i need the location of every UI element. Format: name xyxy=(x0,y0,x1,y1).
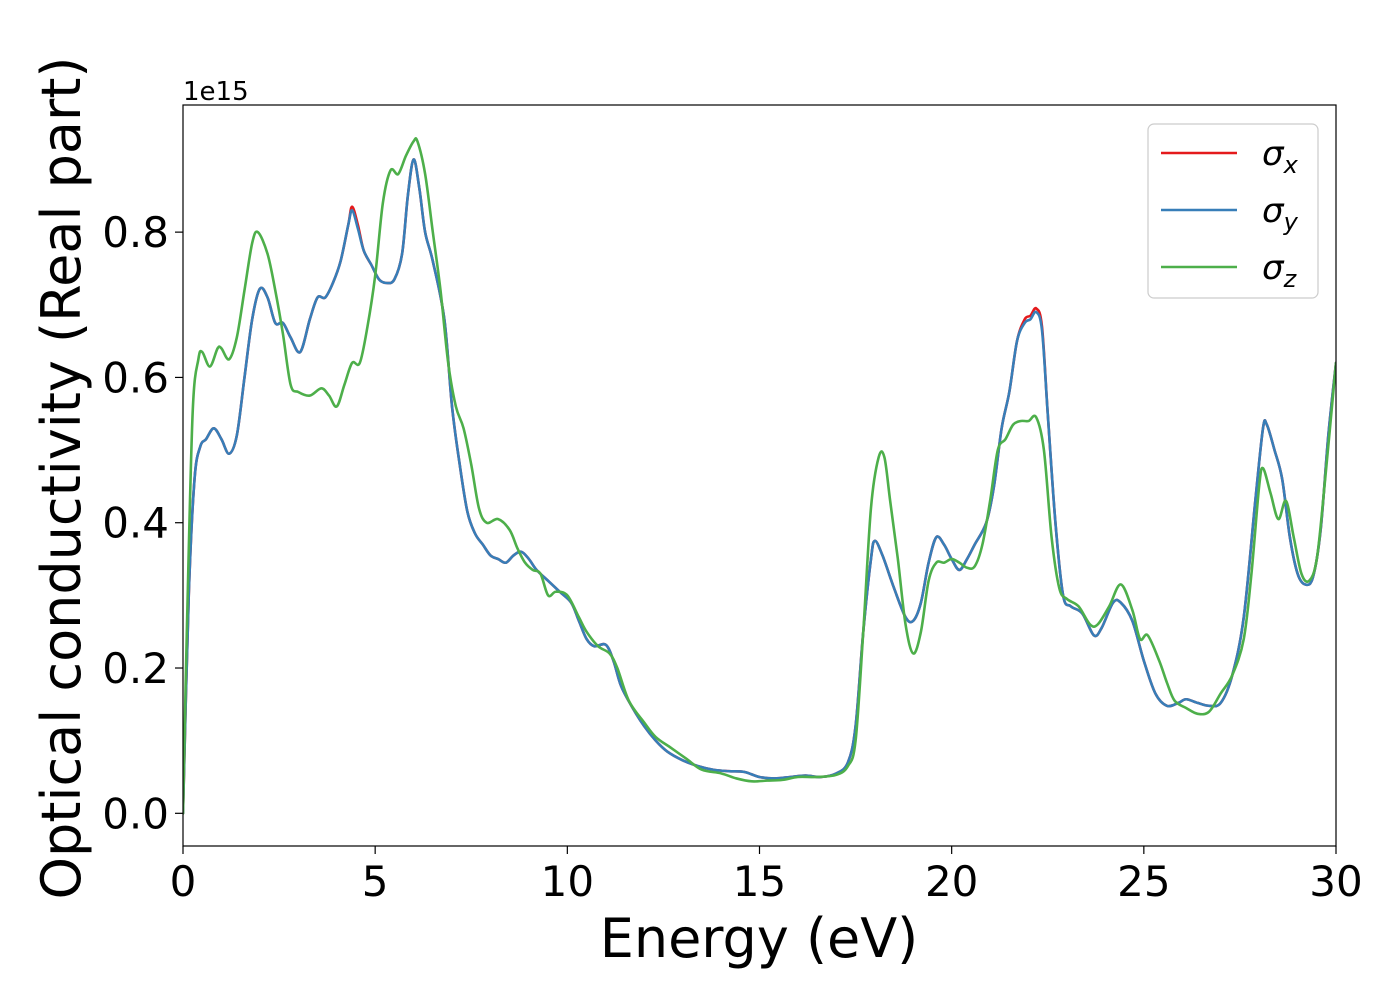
x-axis: 0 5 10 15 20 25 30 xyxy=(170,846,1363,906)
y-tick-label: 0.4 xyxy=(102,499,169,548)
legend: σx σy σz xyxy=(1147,123,1319,299)
x-tick-label: 20 xyxy=(925,857,978,906)
y-tick-label: 0.6 xyxy=(102,353,169,402)
y-axis-label: Optical conductivity (Real part) xyxy=(30,57,93,900)
x-tick-label: 30 xyxy=(1309,857,1362,906)
y-tick-label: 0.2 xyxy=(102,644,169,693)
x-axis-label: Energy (eV) xyxy=(600,907,919,970)
x-tick-label: 25 xyxy=(1117,857,1170,906)
legend-label-y: σy xyxy=(1262,191,1299,236)
x-tick-label: 10 xyxy=(541,857,594,906)
legend-label-x: σx xyxy=(1262,134,1299,179)
y-offset-label: 1e15 xyxy=(183,77,249,107)
y-tick-label: 0.0 xyxy=(102,789,169,838)
series-line-y xyxy=(183,158,1336,815)
x-tick-label: 0 xyxy=(170,857,197,906)
x-tick-label: 5 xyxy=(362,857,389,906)
series-line-z xyxy=(183,136,1336,815)
legend-label-z: σz xyxy=(1262,248,1298,293)
x-tick-label: 15 xyxy=(733,857,786,906)
series-layer xyxy=(183,136,1336,815)
y-tick-label: 0.8 xyxy=(102,208,169,257)
y-axis: 0.0 0.2 0.4 0.6 0.8 xyxy=(102,208,183,838)
